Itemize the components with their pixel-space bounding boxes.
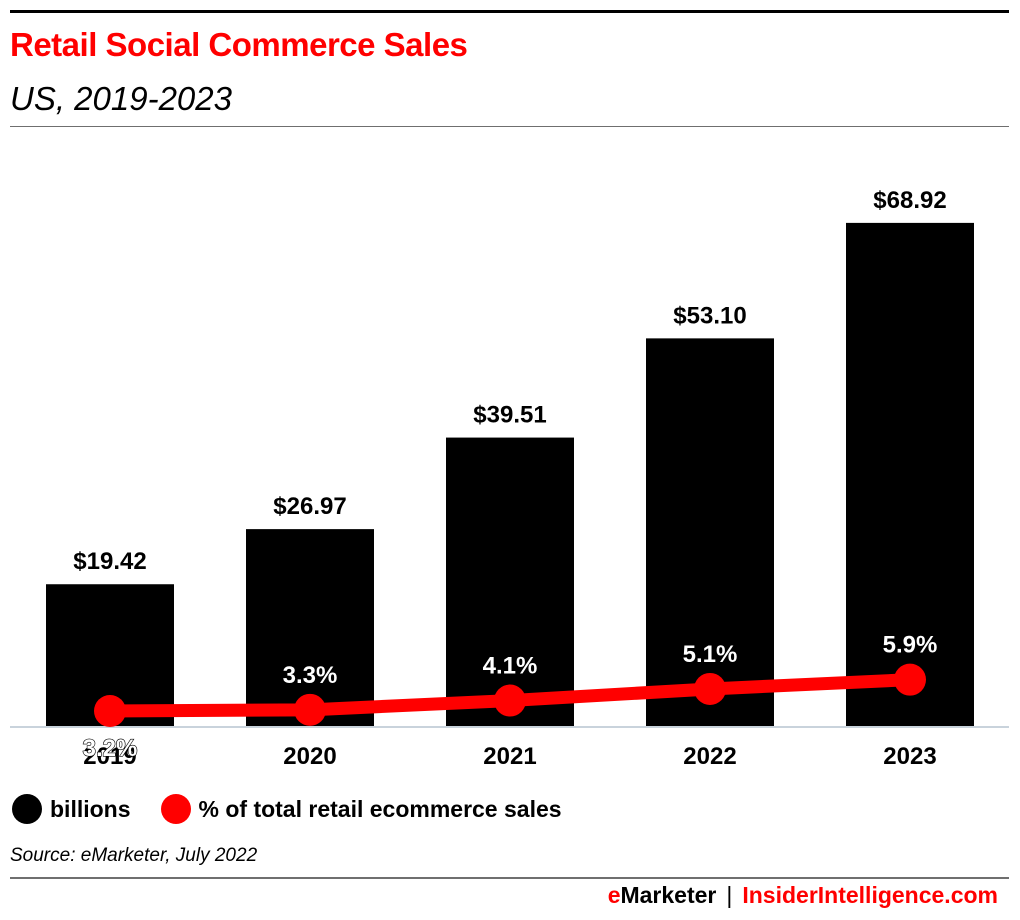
percent-point-2022	[694, 672, 726, 705]
brand-emarketer: eMarketer	[608, 882, 717, 908]
x-tick-label-2022: 2022	[683, 743, 736, 770]
bar-value-label-2023: $68.92	[873, 187, 946, 214]
bar-value-label-2022: $53.10	[673, 302, 746, 329]
bar-value-label-2021: $39.51	[473, 402, 546, 429]
legend: billions % of total retail ecommerce sal…	[12, 792, 592, 826]
x-tick-label-2021: 2021	[483, 743, 536, 770]
percent-label-2022: 5.1%	[683, 641, 738, 668]
percent-point-2021	[494, 684, 526, 717]
x-tick-label-2019: 2019	[83, 743, 136, 770]
percent-point-2023	[894, 663, 926, 696]
chart-title: Retail Social Commerce Sales	[10, 26, 468, 63]
footer-rule	[10, 877, 1009, 879]
bar-value-label-2019: $19.42	[73, 548, 146, 575]
bar-2020	[246, 529, 374, 726]
red-circle-icon	[160, 794, 191, 824]
bar-2021	[446, 437, 574, 726]
black-circle-icon	[12, 794, 42, 824]
percent-label-2023: 5.9%	[883, 632, 938, 659]
bar-2022	[646, 338, 774, 726]
legend-item-billions: billions	[12, 794, 131, 824]
bar-2023	[846, 222, 974, 726]
legend-label-percent: % of total retail ecommerce sales	[198, 795, 562, 822]
source-note: Source: eMarketer, July 2022	[10, 845, 258, 866]
percent-label-2021: 4.1%	[483, 653, 538, 680]
top-rule	[10, 10, 1009, 13]
percent-point-2019	[94, 695, 126, 727]
bar-value-label-2020: $26.97	[273, 493, 346, 520]
brand-e-accent: e	[607, 882, 621, 908]
chart-subtitle: US, 2019-2023	[10, 80, 232, 117]
x-tick-label-2023: 2023	[883, 743, 936, 770]
bar-line-chart: $19.42 $26.97 $39.51 $53.10 $68.92 2019 2020 20…	[10, 187, 1009, 770]
brand-footer: eMarketer | InsiderIntelligence.com	[608, 882, 998, 909]
x-tick-label-2020: 2020	[283, 743, 336, 770]
brand-separator: |	[726, 882, 733, 908]
percent-point-2020	[294, 693, 326, 726]
percent-label-2020: 3.3%	[283, 662, 338, 689]
brand-marketer: Marketer	[620, 882, 717, 908]
legend-item-percent: % of total retail ecommerce sales	[160, 794, 562, 824]
brand-insider-intelligence: InsiderIntelligence.com	[742, 882, 998, 908]
percent-label-2019: 3.2%	[83, 735, 138, 762]
subtitle-rule	[10, 126, 1009, 127]
legend-label-billions: billions	[50, 795, 131, 822]
